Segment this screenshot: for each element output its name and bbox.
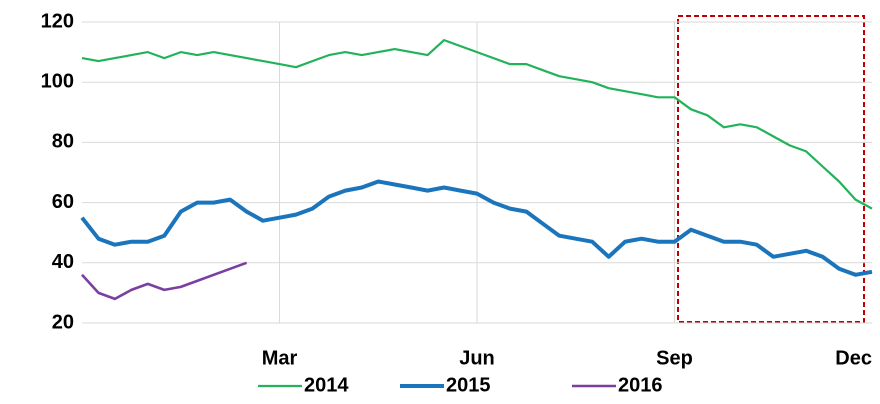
legend-label: 2015 — [446, 374, 491, 396]
y-tick-label: 60 — [52, 191, 74, 213]
y-tick-label: 120 — [41, 10, 74, 32]
x-tick-label: Jun — [459, 347, 495, 369]
x-tick-label: Dec — [835, 347, 872, 369]
legend-label: 2014 — [304, 374, 349, 396]
series-line — [81, 261, 248, 301]
x-tick-label: Sep — [656, 347, 693, 369]
highlight-box — [677, 15, 865, 323]
x-tick-label: Mar — [262, 347, 298, 369]
y-tick-label: 100 — [41, 70, 74, 92]
y-tick-label: 20 — [52, 311, 74, 333]
y-tick-label: 40 — [52, 251, 74, 273]
series-line — [80, 179, 873, 277]
series-line — [81, 39, 873, 210]
legend-label: 2016 — [618, 374, 663, 396]
y-tick-label: 80 — [52, 131, 74, 153]
